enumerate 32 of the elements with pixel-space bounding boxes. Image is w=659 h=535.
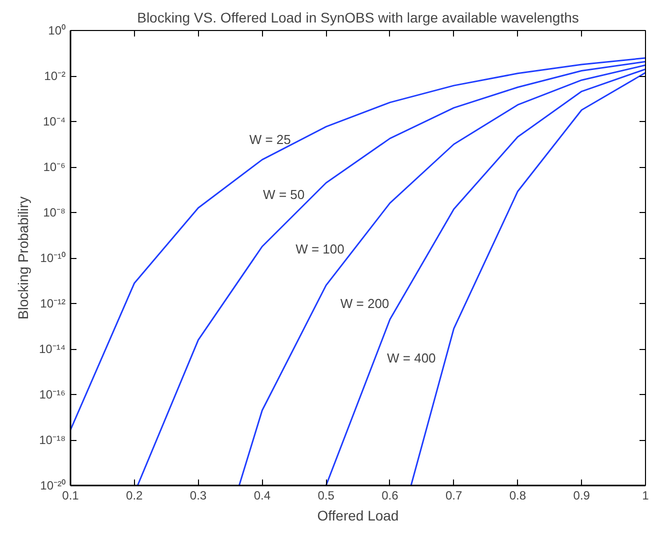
y-tick-label: 10⁻² (44, 69, 66, 83)
y-tick-label: 10⁻⁸ (43, 206, 66, 220)
x-tick-label: 0.6 (382, 488, 399, 502)
x-tick-label: 0.2 (126, 488, 144, 502)
x-tick-label: 0.9 (573, 488, 590, 502)
line-series (136, 60, 646, 486)
x-tick-label: 0.3 (190, 488, 207, 502)
line-series (410, 72, 646, 486)
line-series (70, 57, 646, 431)
x-tick-label: 0.5 (318, 488, 335, 502)
x-tick-label: 0.4 (254, 488, 271, 502)
x-axis-title: Offered Load (317, 508, 399, 524)
series-label: W = 400 (387, 350, 436, 366)
line-series (238, 64, 646, 486)
series-label: W = 50 (263, 186, 305, 202)
y-tick-label: 10⁻¹⁸ (39, 433, 66, 447)
chart-title: Blocking VS. Offered Load in SynOBS with large available wavelengths (137, 10, 579, 26)
y-tick-label: 10⁻¹⁶ (39, 388, 66, 402)
y-tick-label: 10⁰ (48, 24, 66, 38)
y-tick-label: 10⁻⁴ (42, 114, 66, 128)
x-tick-label: 0.8 (509, 488, 526, 502)
series-label: W = 200 (340, 296, 390, 311)
series-label: W = 100 (296, 241, 344, 256)
series-label: W = 25 (249, 132, 291, 148)
y-axis-title: Blocking Probabiliry (15, 196, 31, 320)
y-tick-label: 10⁻¹⁴ (39, 342, 66, 356)
line-series (325, 68, 646, 486)
y-tick-label: 10⁻¹⁰ (40, 251, 66, 265)
y-tick-label: 10⁻⁶ (43, 160, 66, 174)
x-tick-label: 0.7 (445, 488, 462, 502)
y-tick-label: 10⁻¹² (40, 296, 66, 310)
x-tick-label: 1 (642, 488, 650, 502)
